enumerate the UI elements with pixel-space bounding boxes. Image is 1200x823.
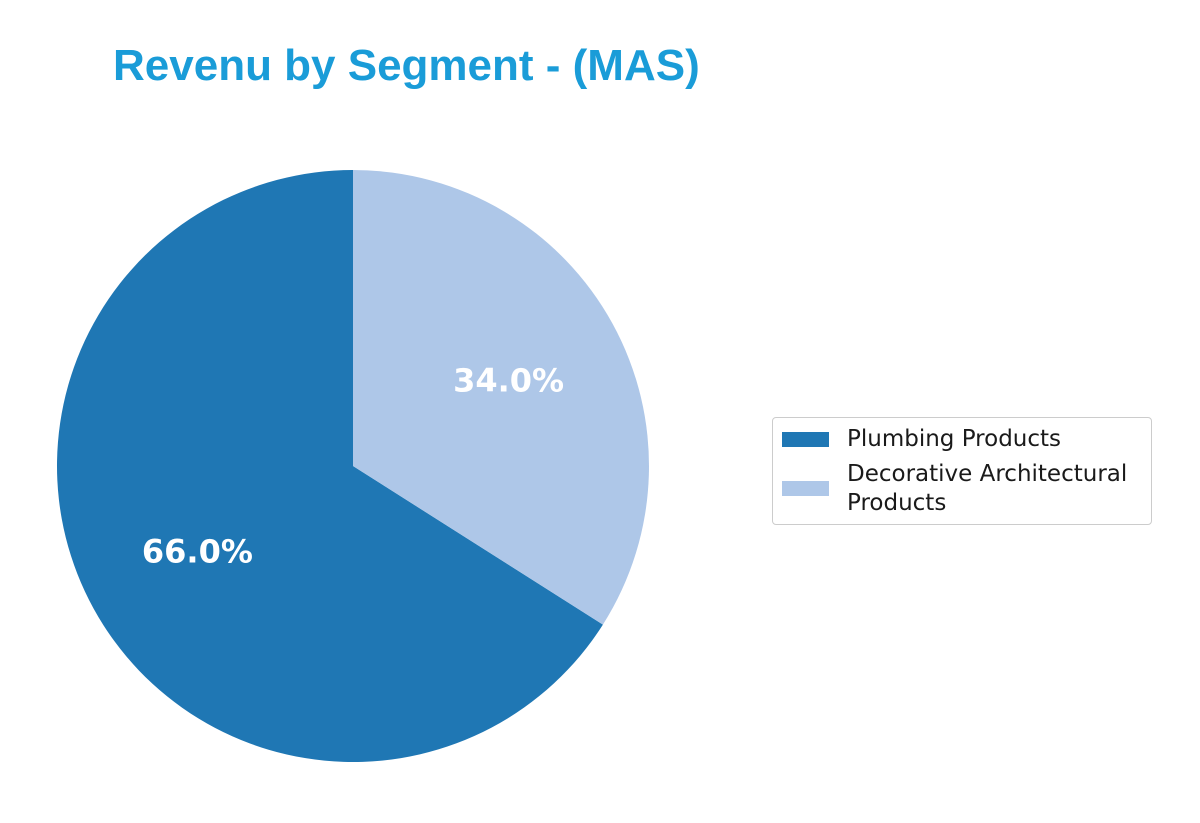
- legend-label: Plumbing Products: [847, 426, 1062, 452]
- legend-item: Plumbing Products: [782, 425, 1142, 454]
- pie-slice-1: [353, 170, 649, 625]
- legend-item: Decorative Architectural Products: [782, 460, 1142, 518]
- pie-slice-0: [56, 170, 603, 762]
- pie-slice-value-label: 34.0%: [453, 361, 564, 399]
- chart-title: Revenu by Segment - (MAS): [113, 41, 700, 90]
- legend: Plumbing Products Decorative Architectura…: [772, 417, 1152, 526]
- legend-swatch: [782, 431, 829, 447]
- legend-label: Decorative Architectural Products: [847, 460, 1128, 516]
- legend-swatch: [782, 481, 829, 496]
- pie-slice-value-label: 66.0%: [142, 533, 253, 571]
